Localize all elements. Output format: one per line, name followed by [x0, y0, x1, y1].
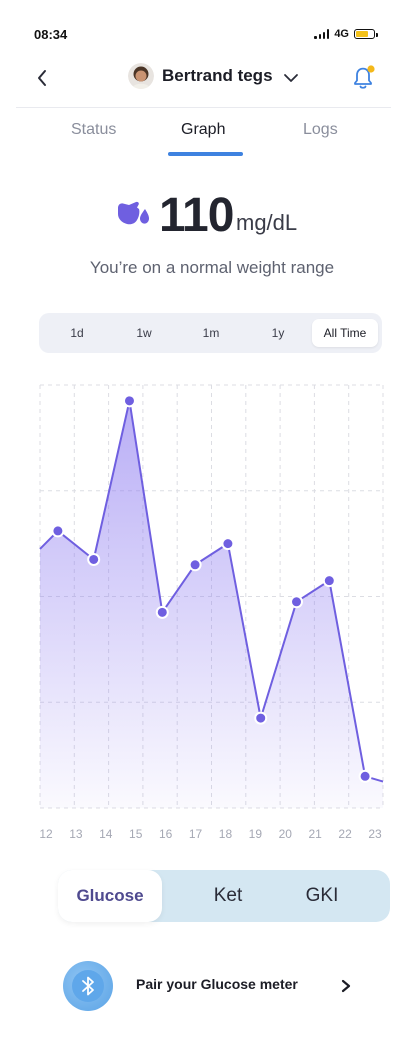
status-bar: 08:34 4G	[0, 0, 407, 48]
tab-status[interactable]: Status	[71, 121, 117, 138]
app-header: Bertrand tegs	[16, 52, 391, 108]
chevron-right-icon	[341, 979, 351, 993]
x-tick-label: 14	[99, 827, 113, 841]
data-point[interactable]	[358, 769, 372, 783]
avatar	[128, 63, 154, 89]
tab-logs[interactable]: Logs	[303, 121, 338, 138]
bluetooth-icon	[82, 976, 94, 996]
network-type: 4G	[334, 28, 349, 40]
data-point[interactable]	[322, 574, 336, 588]
data-point[interactable]	[87, 552, 101, 566]
tab-bar: Status Graph Logs	[16, 110, 391, 158]
x-tick-label: 13	[69, 827, 83, 841]
battery-icon	[354, 29, 378, 39]
bluetooth-badge	[63, 961, 113, 1011]
x-tick-label: 20	[279, 827, 293, 841]
data-point[interactable]	[188, 558, 202, 572]
glucose-chart: 12 13 14 15 16 17 18 19 20 21 22 23	[0, 370, 407, 850]
chart-area-fill	[40, 400, 383, 808]
measure-type-switch: Glucose Ket GKI	[58, 870, 390, 922]
notifications-button[interactable]	[350, 64, 376, 92]
status-time: 08:34	[34, 27, 68, 42]
x-tick-label: 22	[338, 827, 352, 841]
data-point[interactable]	[51, 524, 65, 538]
range-1y[interactable]: 1y	[271, 326, 285, 340]
data-point[interactable]	[290, 595, 304, 609]
blood-drop-icon	[118, 201, 149, 225]
data-point[interactable]	[221, 537, 235, 551]
glucose-unit: mg/dL	[236, 210, 298, 235]
x-tick-label: 23	[368, 827, 382, 841]
range-1d[interactable]: 1d	[70, 326, 84, 340]
user-name: Bertrand tegs	[162, 66, 273, 85]
range-1m[interactable]: 1m	[202, 326, 220, 340]
x-tick-label: 19	[249, 827, 263, 841]
x-tick-label: 15	[129, 827, 143, 841]
data-point[interactable]	[254, 711, 268, 725]
range-1w[interactable]: 1w	[136, 326, 152, 340]
type-gki[interactable]: GKI	[305, 885, 339, 906]
signal-icon	[314, 29, 330, 39]
data-point[interactable]	[155, 605, 169, 619]
x-tick-label: 12	[39, 827, 53, 841]
user-switcher[interactable]: Bertrand tegs	[128, 63, 299, 89]
chevron-left-icon	[38, 70, 46, 86]
glucose-chart-svg: 12 13 14 15 16 17 18 19 20 21 22 23	[39, 384, 384, 841]
current-reading: 110 mg/dL	[0, 188, 407, 248]
type-ket[interactable]: Ket	[213, 885, 243, 906]
notification-dot	[367, 65, 375, 73]
data-point[interactable]	[122, 394, 136, 408]
status-indicators: 4G	[314, 28, 378, 40]
x-tick-label: 18	[219, 827, 233, 841]
bell-icon	[354, 65, 375, 89]
tab-graph[interactable]: Graph	[181, 121, 226, 138]
x-tick-label: 17	[189, 827, 203, 841]
pair-meter-row[interactable]: Pair your Glucose meter	[63, 960, 363, 1012]
chart-series-line	[39, 399, 384, 783]
range-message: You’re on a normal weight range	[89, 258, 335, 277]
pair-meter-label: Pair your Glucose meter	[136, 976, 298, 992]
x-tick-label: 16	[159, 827, 173, 841]
time-range-selector: 1d 1w 1m 1y All Time	[39, 313, 382, 353]
x-tick-label: 21	[309, 827, 323, 841]
chevron-down-icon	[283, 74, 298, 82]
range-all-time[interactable]: All Time	[312, 319, 378, 347]
back-button[interactable]	[30, 64, 54, 92]
active-tab-indicator	[168, 152, 243, 156]
glucose-value: 110	[159, 189, 234, 242]
type-glucose[interactable]: Glucose	[58, 870, 162, 922]
